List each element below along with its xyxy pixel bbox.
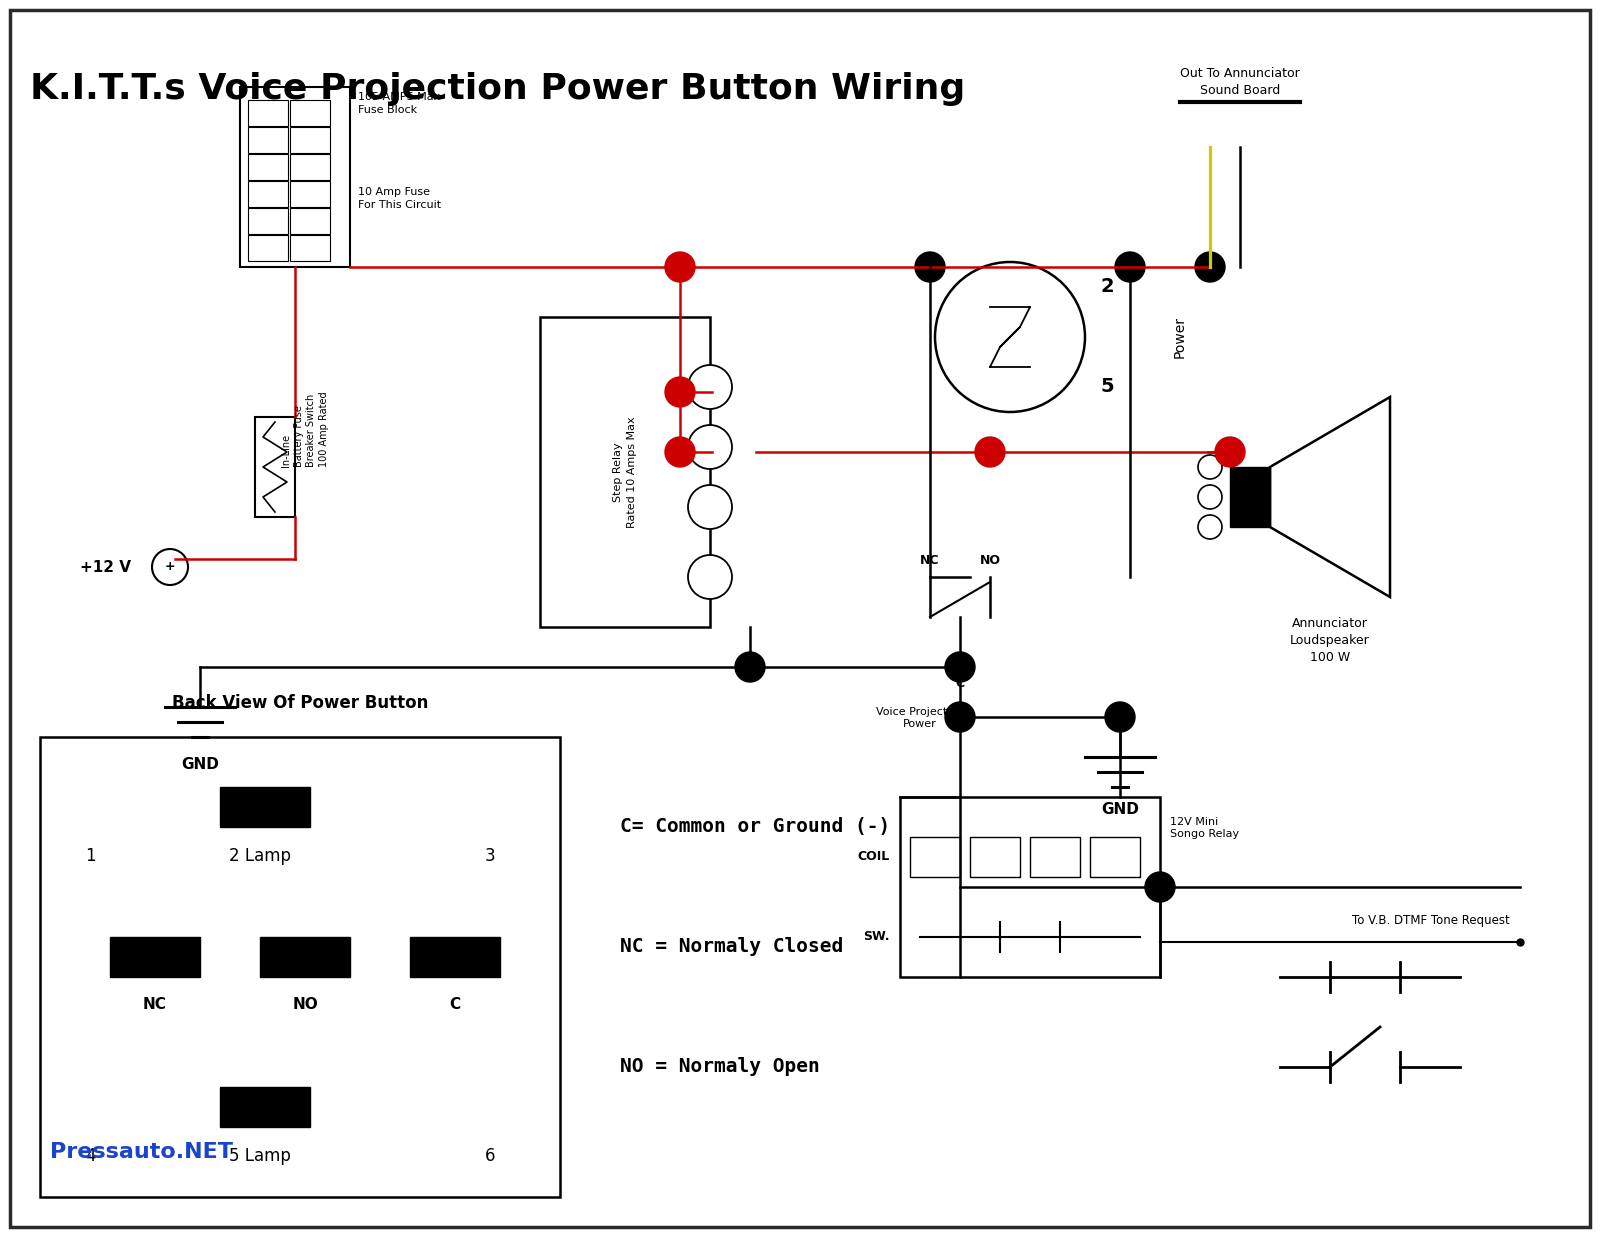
Text: 4: 4 bbox=[85, 1147, 96, 1165]
Circle shape bbox=[1198, 485, 1222, 508]
Text: C= Common or Ground (-): C= Common or Ground (-) bbox=[621, 816, 890, 836]
Text: GND: GND bbox=[1101, 802, 1139, 816]
Circle shape bbox=[1198, 515, 1222, 539]
Circle shape bbox=[1146, 872, 1174, 902]
Text: Step Relay
Rated 10 Amps Max: Step Relay Rated 10 Amps Max bbox=[613, 416, 637, 528]
Text: NO: NO bbox=[293, 997, 318, 1012]
Circle shape bbox=[946, 703, 974, 732]
FancyBboxPatch shape bbox=[410, 936, 499, 977]
FancyBboxPatch shape bbox=[221, 787, 310, 828]
FancyBboxPatch shape bbox=[1090, 837, 1139, 877]
Text: 105 AMPS Max
Fuse Block: 105 AMPS Max Fuse Block bbox=[358, 92, 440, 115]
Text: 10 Amp Fuse
For This Circuit: 10 Amp Fuse For This Circuit bbox=[358, 187, 442, 210]
FancyBboxPatch shape bbox=[899, 797, 1160, 977]
Circle shape bbox=[666, 377, 694, 407]
Text: Back View Of Power Button: Back View Of Power Button bbox=[171, 694, 429, 713]
Text: 2 Lamp: 2 Lamp bbox=[229, 847, 291, 865]
FancyBboxPatch shape bbox=[40, 737, 560, 1197]
FancyBboxPatch shape bbox=[1030, 837, 1080, 877]
Circle shape bbox=[1214, 437, 1245, 468]
Text: Annunciator
Loudspeaker
100 W: Annunciator Loudspeaker 100 W bbox=[1290, 617, 1370, 664]
Circle shape bbox=[974, 437, 1005, 468]
Text: NO = Normaly Open: NO = Normaly Open bbox=[621, 1056, 819, 1076]
Text: 3: 3 bbox=[485, 847, 496, 865]
Text: Pressauto.NET: Pressauto.NET bbox=[50, 1142, 234, 1162]
Text: In-Line
Battery Fuse
Breaker Switch
100 Amp Rated: In-Line Battery Fuse Breaker Switch 100 … bbox=[282, 391, 328, 468]
Text: C: C bbox=[955, 677, 965, 690]
Text: 2: 2 bbox=[1101, 277, 1114, 297]
Circle shape bbox=[734, 652, 765, 682]
Circle shape bbox=[666, 252, 694, 282]
Text: C: C bbox=[450, 997, 461, 1012]
Circle shape bbox=[934, 262, 1085, 412]
Text: Voice Projection
Power: Voice Projection Power bbox=[875, 708, 965, 730]
Circle shape bbox=[1106, 703, 1134, 732]
Circle shape bbox=[688, 485, 733, 529]
FancyBboxPatch shape bbox=[110, 936, 200, 977]
Text: NC: NC bbox=[142, 997, 166, 1012]
Text: COIL: COIL bbox=[858, 851, 890, 863]
Text: K.I.T.T.s Voice Projection Power Button Wiring: K.I.T.T.s Voice Projection Power Button … bbox=[30, 72, 965, 106]
Text: 5: 5 bbox=[1101, 377, 1114, 397]
Text: GND: GND bbox=[181, 757, 219, 772]
Text: +: + bbox=[165, 560, 176, 574]
Circle shape bbox=[1115, 252, 1146, 282]
FancyBboxPatch shape bbox=[541, 317, 710, 627]
Circle shape bbox=[1195, 252, 1226, 282]
Text: 6: 6 bbox=[485, 1147, 496, 1165]
Circle shape bbox=[688, 426, 733, 469]
Circle shape bbox=[946, 652, 974, 682]
Text: +12 V: +12 V bbox=[80, 559, 131, 574]
Circle shape bbox=[666, 437, 694, 468]
Text: 12V Mini
Songo Relay: 12V Mini Songo Relay bbox=[1170, 816, 1238, 840]
Text: Power: Power bbox=[1173, 315, 1187, 357]
Text: SW.: SW. bbox=[864, 930, 890, 944]
FancyBboxPatch shape bbox=[970, 837, 1021, 877]
Circle shape bbox=[915, 252, 946, 282]
Text: 5 Lamp: 5 Lamp bbox=[229, 1147, 291, 1165]
Circle shape bbox=[688, 365, 733, 409]
Text: NO: NO bbox=[979, 554, 1000, 567]
Circle shape bbox=[1198, 455, 1222, 479]
Text: NC = Normaly Closed: NC = Normaly Closed bbox=[621, 936, 843, 956]
Circle shape bbox=[688, 555, 733, 599]
FancyBboxPatch shape bbox=[254, 417, 294, 517]
Text: To V.B. DTMF Tone Request: To V.B. DTMF Tone Request bbox=[1352, 914, 1510, 927]
Text: NC: NC bbox=[920, 554, 939, 567]
FancyBboxPatch shape bbox=[1230, 468, 1270, 527]
FancyBboxPatch shape bbox=[910, 837, 960, 877]
Circle shape bbox=[152, 549, 189, 585]
Text: 1: 1 bbox=[85, 847, 96, 865]
FancyBboxPatch shape bbox=[259, 936, 350, 977]
FancyBboxPatch shape bbox=[221, 1087, 310, 1127]
Text: Out To Annunciator
Sound Board: Out To Annunciator Sound Board bbox=[1181, 67, 1299, 96]
